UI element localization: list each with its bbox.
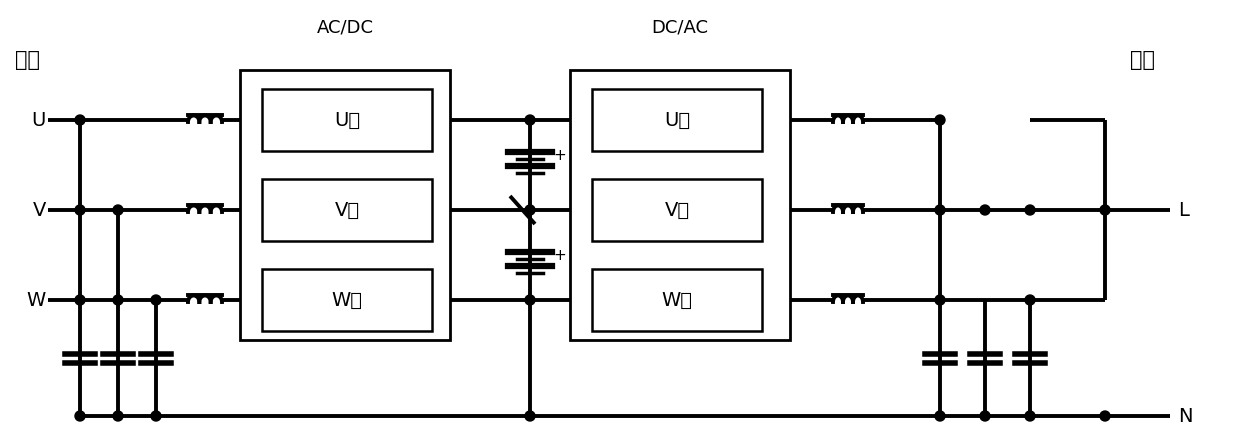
Circle shape xyxy=(151,411,161,421)
Text: +: + xyxy=(553,148,567,163)
Bar xyxy=(262,89,432,151)
Text: 输出: 输出 xyxy=(1130,50,1154,70)
Text: U相: U相 xyxy=(334,110,360,130)
Text: L: L xyxy=(1178,201,1189,219)
Bar xyxy=(591,89,763,151)
Circle shape xyxy=(113,411,123,421)
Text: W相: W相 xyxy=(661,290,692,310)
Circle shape xyxy=(935,411,945,421)
Bar xyxy=(570,70,790,340)
Circle shape xyxy=(74,295,86,305)
Text: V相: V相 xyxy=(335,201,360,219)
Text: +: + xyxy=(553,248,567,264)
Circle shape xyxy=(113,295,123,305)
Circle shape xyxy=(1025,295,1035,305)
Text: U相: U相 xyxy=(663,110,691,130)
Text: V: V xyxy=(32,201,46,219)
Circle shape xyxy=(935,115,945,125)
Bar xyxy=(262,269,432,331)
Circle shape xyxy=(980,411,990,421)
Circle shape xyxy=(1025,411,1035,421)
Circle shape xyxy=(525,295,534,305)
Text: U: U xyxy=(32,110,46,130)
Circle shape xyxy=(74,411,86,421)
Bar xyxy=(591,179,763,241)
Bar xyxy=(591,269,763,331)
Text: 输入: 输入 xyxy=(15,50,40,70)
Text: W相: W相 xyxy=(331,290,362,310)
Circle shape xyxy=(525,115,534,125)
Circle shape xyxy=(525,411,534,421)
Text: N: N xyxy=(1178,406,1193,425)
Text: V相: V相 xyxy=(665,201,689,219)
Circle shape xyxy=(1100,411,1110,421)
Circle shape xyxy=(525,205,534,215)
Circle shape xyxy=(1100,205,1110,215)
Text: W: W xyxy=(27,290,46,310)
Bar xyxy=(262,179,432,241)
Circle shape xyxy=(74,205,86,215)
Circle shape xyxy=(151,295,161,305)
Text: AC/DC: AC/DC xyxy=(316,19,373,37)
Circle shape xyxy=(113,205,123,215)
Bar xyxy=(241,70,450,340)
Circle shape xyxy=(935,205,945,215)
Text: DC/AC: DC/AC xyxy=(651,19,708,37)
Circle shape xyxy=(980,205,990,215)
Circle shape xyxy=(935,295,945,305)
Circle shape xyxy=(1025,205,1035,215)
Circle shape xyxy=(74,115,86,125)
